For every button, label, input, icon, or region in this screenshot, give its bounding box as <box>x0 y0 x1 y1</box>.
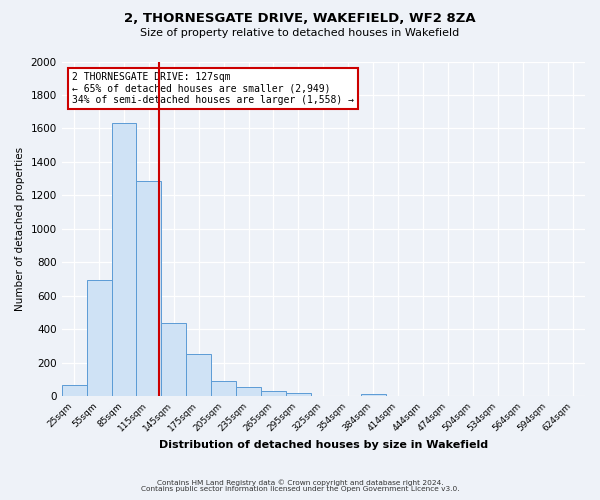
Bar <box>261 392 286 396</box>
Y-axis label: Number of detached properties: Number of detached properties <box>15 146 25 311</box>
Bar <box>211 382 236 396</box>
Bar <box>86 280 112 396</box>
Text: 2, THORNESGATE DRIVE, WAKEFIELD, WF2 8ZA: 2, THORNESGATE DRIVE, WAKEFIELD, WF2 8ZA <box>124 12 476 26</box>
Text: Size of property relative to detached houses in Wakefield: Size of property relative to detached ho… <box>140 28 460 38</box>
X-axis label: Distribution of detached houses by size in Wakefield: Distribution of detached houses by size … <box>159 440 488 450</box>
Bar <box>286 393 311 396</box>
Bar <box>186 354 211 396</box>
Bar <box>62 385 86 396</box>
Bar <box>136 181 161 396</box>
Text: Contains HM Land Registry data © Crown copyright and database right 2024.
Contai: Contains HM Land Registry data © Crown c… <box>140 479 460 492</box>
Text: 2 THORNESGATE DRIVE: 127sqm
← 65% of detached houses are smaller (2,949)
34% of : 2 THORNESGATE DRIVE: 127sqm ← 65% of det… <box>72 72 354 104</box>
Bar <box>361 394 386 396</box>
Bar <box>161 324 186 396</box>
Bar <box>112 122 136 396</box>
Bar <box>236 388 261 396</box>
